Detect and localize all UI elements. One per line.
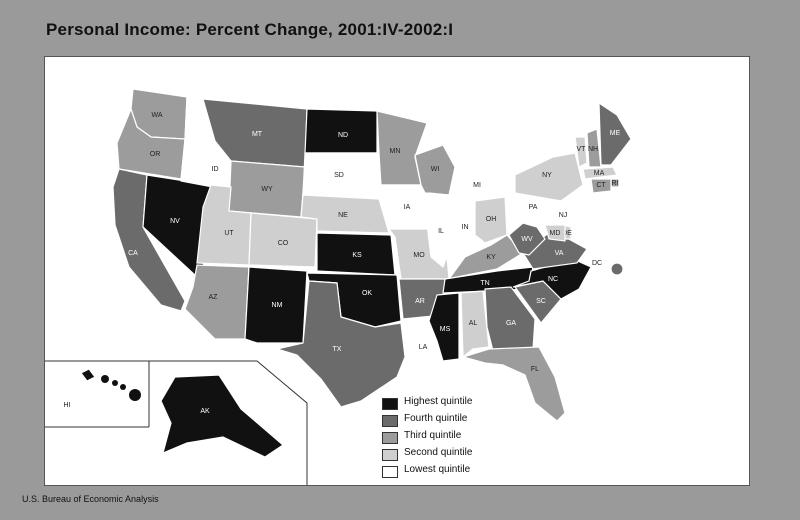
state-wv xyxy=(508,222,546,256)
state-sd xyxy=(302,152,380,200)
us-map: WAORCANVIDMTWYUTAZCONMNDSDNEKSOKTXMNIAMO… xyxy=(45,88,632,485)
state-in xyxy=(454,202,476,256)
legend-item-third: Third quintile xyxy=(382,430,532,447)
state-vt xyxy=(574,136,588,168)
state-nh xyxy=(586,128,602,168)
legend-swatch xyxy=(382,398,398,410)
state-nc xyxy=(512,258,592,300)
state-wy xyxy=(228,160,306,218)
legend-label: Third quintile xyxy=(404,430,462,441)
state-hi-island xyxy=(129,389,141,401)
legend-item-second: Second quintile xyxy=(382,447,532,464)
state-dc xyxy=(610,262,624,276)
state-oh xyxy=(474,196,508,244)
legend-swatch xyxy=(382,415,398,427)
legend-label: Lowest quintile xyxy=(404,464,471,475)
state-il xyxy=(424,192,456,269)
state-mt xyxy=(202,98,308,168)
state-ks xyxy=(316,232,396,276)
state-md xyxy=(544,224,566,242)
state-label-hi: HI xyxy=(64,402,71,409)
state-mi xyxy=(456,144,494,200)
state-me xyxy=(598,101,632,166)
state-hi xyxy=(80,368,96,382)
legend-label: Second quintile xyxy=(404,447,473,458)
legend-label: Fourth quintile xyxy=(404,413,468,424)
state-ak xyxy=(160,374,284,458)
map-panel: WA OR CA NV ID MT WY UT AZ CO NM ND SD NE KS OK TX MN IA MO… xyxy=(44,56,750,486)
state-ct xyxy=(590,178,612,194)
legend-swatch xyxy=(382,449,398,461)
state-nd xyxy=(304,108,378,154)
state-hi-island xyxy=(120,384,126,390)
state-fl xyxy=(460,346,566,422)
legend: Highest quintile Fourth quintile Third q… xyxy=(382,396,532,481)
state-ne xyxy=(300,194,390,234)
state-ms xyxy=(428,292,460,362)
state-ma xyxy=(582,166,618,180)
state-label-dc: DC xyxy=(592,260,602,267)
page-title: Personal Income: Percent Change, 2001:IV… xyxy=(46,20,454,39)
state-hi-island xyxy=(112,380,118,386)
state-co xyxy=(248,212,318,268)
state-az xyxy=(184,264,250,340)
legend-swatch xyxy=(382,432,398,444)
source-credit: U.S. Bureau of Economic Analysis xyxy=(22,494,159,504)
state-ny xyxy=(514,152,584,202)
state-hi-island xyxy=(101,375,109,383)
legend-item-lowest: Lowest quintile xyxy=(382,464,532,481)
legend-label: Highest quintile xyxy=(404,396,473,407)
inset-divider xyxy=(45,360,308,485)
legend-item-highest: Highest quintile xyxy=(382,396,532,413)
legend-item-fourth: Fourth quintile xyxy=(382,413,532,430)
legend-swatch xyxy=(382,466,398,478)
state-nm xyxy=(244,266,308,344)
state-ri xyxy=(610,178,620,188)
state-tx xyxy=(274,280,406,408)
states-layer: WAORCANVIDMTWYUTAZCONMNDSDNEKSOKTXMNIAMO… xyxy=(64,88,632,458)
state-al xyxy=(460,290,490,359)
